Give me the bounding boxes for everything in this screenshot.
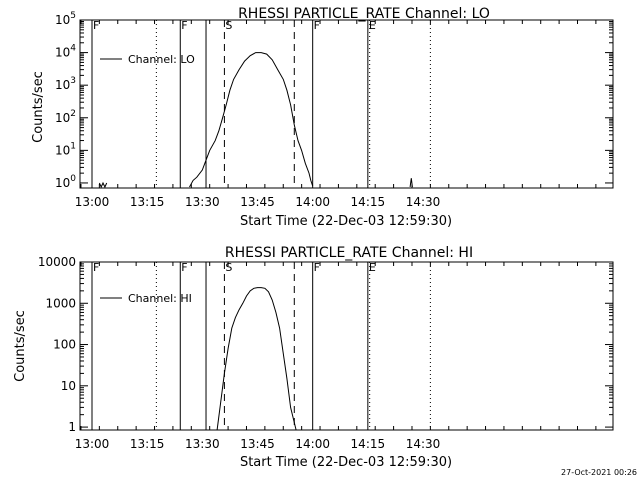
hi-x-tick-label: 14:00 — [295, 437, 330, 451]
lo-x-tick-label: 14:30 — [406, 195, 441, 209]
lo-series-line — [98, 181, 108, 189]
lo-y-tick-label: 104 — [55, 44, 76, 60]
hi-series-line — [216, 287, 297, 431]
lo-plot-frame — [79, 19, 614, 189]
lo-channel-panel: RHESSI PARTICLE_RATE Channel: LO Counts/… — [31, 6, 614, 229]
hi-x-axis-label: Start Time (22-Dec-03 12:59:30) — [240, 455, 452, 470]
lo-marker-label: F — [181, 19, 187, 32]
lo-legend-label: Channel: LO — [128, 53, 195, 66]
hi-x-tick-label: 13:15 — [130, 437, 165, 451]
lo-y-tick-label: 101 — [55, 141, 76, 157]
hi-x-tick-label: 14:30 — [406, 437, 441, 451]
lo-x-tick-label: 13:15 — [130, 195, 165, 209]
lo-y-tick-label: 102 — [55, 109, 76, 125]
lo-tick-layer: 13:00 13:15 13:30 13:45 14:00 14:15 14:30 100 10… — [55, 11, 613, 209]
lo-series-line — [189, 52, 314, 188]
hi-marker-label: F — [314, 261, 320, 274]
hi-chart-title: RHESSI PARTICLE_RATE Channel: HI — [225, 245, 473, 261]
lo-marker-label: E — [369, 19, 376, 32]
hi-x-tick-label: 13:30 — [185, 437, 220, 451]
lo-x-tick-label: 14:15 — [351, 195, 386, 209]
hi-x-tick-label: 13:00 — [75, 437, 110, 451]
hi-y-tick-label: 100 — [53, 338, 76, 352]
hi-y-tick-label: 1 — [68, 420, 76, 434]
hi-marker-label: S — [225, 261, 232, 274]
hi-channel-panel: RHESSI PARTICLE_RATE Channel: HI Counts/… — [13, 245, 614, 470]
lo-x-tick-label: 13:30 — [185, 195, 220, 209]
hi-legend-label: Channel: HI — [128, 292, 192, 305]
lo-x-tick-label: 13:00 — [75, 195, 110, 209]
lo-marker-label: F — [93, 19, 99, 32]
hi-series-layer — [216, 287, 297, 431]
hi-y-axis-label: Counts/sec — [13, 310, 28, 382]
lo-y-tick-label: 100 — [55, 174, 76, 190]
hi-y-tick-label: 10000 — [38, 255, 76, 269]
lo-chart-title: RHESSI PARTICLE_RATE Channel: LO — [238, 6, 490, 22]
hi-marker-label: E — [369, 261, 376, 274]
hi-x-tick-label: 13:45 — [240, 437, 275, 451]
footer-timestamp: 27-Oct-2021 00:26 — [561, 468, 637, 477]
hi-marker-label: F — [93, 261, 99, 274]
lo-y-axis-label: Counts/sec — [31, 71, 46, 143]
lo-series-line — [409, 178, 413, 188]
hi-marker-label: F — [181, 261, 187, 274]
hi-x-tick-label: 14:15 — [351, 437, 386, 451]
lo-series-layer — [98, 52, 413, 189]
lo-y-tick-label: 105 — [55, 11, 76, 27]
lo-y-tick-label: 103 — [55, 76, 76, 92]
lo-x-tick-label: 14:00 — [295, 195, 330, 209]
lo-marker-label: F — [314, 19, 320, 32]
hi-tick-layer: 13:00 13:15 13:30 13:45 14:00 14:15 14:30 1 10 10… — [38, 255, 613, 451]
hi-y-tick-label: 10 — [61, 379, 76, 393]
lo-marker-label: S — [225, 19, 232, 32]
hi-y-tick-label: 1000 — [45, 296, 76, 310]
hi-plot-frame — [79, 261, 614, 431]
lo-x-axis-label: Start Time (22-Dec-03 12:59:30) — [240, 214, 452, 229]
lo-x-tick-label: 13:45 — [240, 195, 275, 209]
